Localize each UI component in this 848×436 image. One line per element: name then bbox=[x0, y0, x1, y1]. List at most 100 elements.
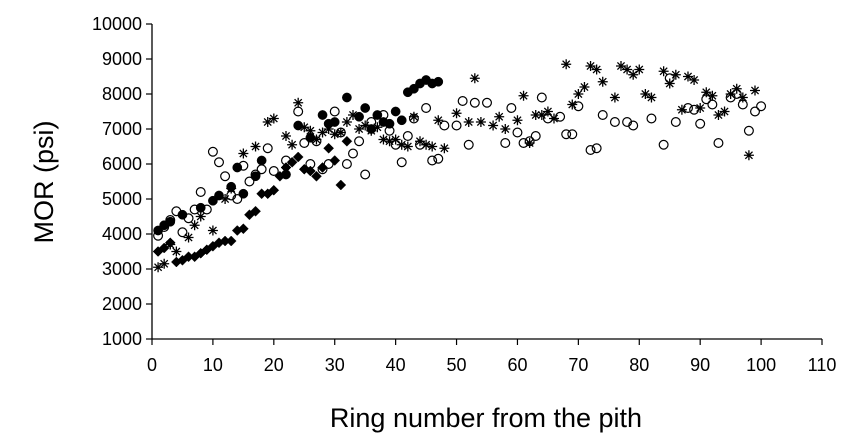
data-point bbox=[609, 92, 620, 103]
data-point bbox=[530, 110, 541, 120]
data-point bbox=[737, 92, 748, 103]
data-point bbox=[390, 134, 401, 145]
data-point bbox=[567, 129, 578, 140]
data-point bbox=[676, 104, 687, 115]
data-point bbox=[475, 117, 486, 127]
data-point bbox=[567, 99, 578, 110]
data-point bbox=[670, 69, 681, 80]
data-point bbox=[189, 220, 200, 231]
data-point bbox=[183, 213, 194, 224]
data-point bbox=[390, 106, 401, 117]
data-point bbox=[232, 194, 243, 205]
y-tick-label: 8000 bbox=[102, 84, 142, 104]
data-point bbox=[725, 89, 736, 99]
data-point bbox=[670, 116, 681, 127]
data-point bbox=[311, 170, 322, 182]
y-tick-label: 6000 bbox=[102, 154, 142, 174]
data-point bbox=[415, 136, 425, 147]
data-point bbox=[719, 106, 730, 117]
data-point bbox=[512, 115, 523, 126]
data-point bbox=[214, 190, 224, 201]
series-diamond-filled bbox=[152, 135, 353, 268]
data-point bbox=[177, 227, 188, 238]
data-point bbox=[463, 139, 474, 150]
data-point bbox=[701, 87, 712, 98]
data-point bbox=[348, 148, 359, 159]
data-point bbox=[329, 129, 340, 140]
data-point bbox=[421, 102, 432, 113]
data-point bbox=[335, 179, 347, 191]
data-point bbox=[713, 138, 724, 149]
x-axis-ticks: 0 10 20 30 40 50 60 70 80 90 100 110 bbox=[147, 339, 836, 375]
data-point bbox=[756, 101, 767, 112]
data-point bbox=[341, 117, 352, 127]
data-point bbox=[165, 239, 176, 250]
data-point bbox=[262, 143, 273, 154]
data-point bbox=[622, 116, 633, 127]
data-point bbox=[689, 104, 700, 115]
y-tick-label: 10000 bbox=[92, 14, 142, 34]
data-point bbox=[555, 111, 566, 122]
x-tick-label: 60 bbox=[507, 355, 527, 375]
data-point bbox=[165, 215, 176, 226]
x-tick-label: 40 bbox=[386, 355, 406, 375]
data-point bbox=[597, 109, 608, 120]
data-point bbox=[158, 242, 170, 254]
data-point bbox=[293, 120, 304, 131]
data-point bbox=[585, 145, 596, 156]
y-tick-label: 3000 bbox=[102, 259, 142, 279]
data-point bbox=[305, 165, 316, 177]
data-point bbox=[207, 225, 218, 236]
data-point bbox=[323, 124, 334, 134]
data-point bbox=[743, 125, 754, 136]
data-point bbox=[658, 66, 669, 77]
data-point bbox=[402, 131, 413, 142]
data-point bbox=[329, 117, 340, 127]
data-point bbox=[238, 223, 249, 235]
data-point bbox=[682, 102, 693, 113]
data-point bbox=[366, 125, 377, 136]
data-point bbox=[695, 118, 706, 129]
data-point bbox=[262, 117, 273, 127]
y-tick-label: 2000 bbox=[102, 294, 142, 314]
data-point bbox=[427, 155, 438, 166]
data-point bbox=[408, 111, 419, 122]
x-tick-label: 90 bbox=[690, 355, 710, 375]
x-tick-label: 100 bbox=[746, 355, 776, 375]
data-point bbox=[628, 69, 639, 80]
data-point bbox=[159, 222, 170, 233]
data-point bbox=[238, 160, 249, 171]
data-point bbox=[384, 125, 395, 136]
data-point bbox=[281, 131, 291, 141]
data-point bbox=[743, 150, 754, 161]
data-point bbox=[640, 89, 651, 99]
data-point bbox=[469, 73, 480, 84]
data-point bbox=[201, 204, 212, 215]
data-point bbox=[707, 99, 718, 110]
data-point bbox=[463, 117, 474, 127]
data-point bbox=[250, 205, 261, 217]
data-point bbox=[488, 120, 499, 131]
data-point bbox=[597, 76, 608, 87]
data-point bbox=[396, 157, 407, 168]
data-point bbox=[195, 202, 206, 213]
data-point bbox=[354, 136, 365, 147]
data-point bbox=[232, 162, 243, 173]
data-point bbox=[317, 110, 328, 120]
x-tick-label: 30 bbox=[325, 355, 345, 375]
data-point bbox=[360, 120, 371, 131]
data-point bbox=[646, 113, 657, 124]
data-point bbox=[646, 92, 657, 103]
data-point bbox=[250, 141, 261, 152]
data-point bbox=[372, 122, 383, 133]
data-point bbox=[549, 113, 559, 124]
data-point bbox=[573, 101, 584, 112]
data-point bbox=[561, 59, 572, 70]
data-point bbox=[360, 103, 371, 113]
data-point bbox=[238, 188, 249, 199]
data-point bbox=[195, 211, 206, 222]
y-tick-label: 4000 bbox=[102, 224, 142, 244]
data-point bbox=[305, 159, 316, 170]
data-point bbox=[707, 90, 718, 101]
